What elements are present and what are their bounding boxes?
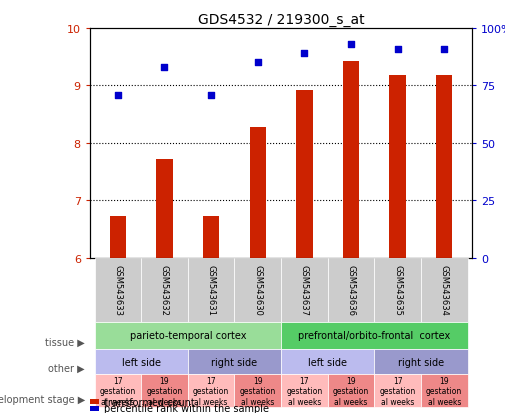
Bar	[110, 217, 126, 258]
Title: GDS4532 / 219300_s_at: GDS4532 / 219300_s_at	[198, 12, 364, 26]
Text: 17
gestation
al weeks: 17 gestation al weeks	[379, 376, 416, 406]
Text: 19
gestation
al weeks: 19 gestation al weeks	[239, 376, 276, 406]
Point	[161, 64, 169, 71]
Text: GSM543632: GSM543632	[160, 265, 169, 316]
Text: right side: right side	[212, 357, 258, 367]
Text: GSM543635: GSM543635	[393, 265, 402, 316]
Text: 19
gestation
al weeks: 19 gestation al weeks	[333, 376, 369, 406]
Text: GSM543636: GSM543636	[346, 265, 356, 316]
Text: percentile rank within the sample: percentile rank within the sample	[104, 404, 269, 413]
Text: GSM543633: GSM543633	[113, 265, 122, 316]
Text: GSM543631: GSM543631	[207, 265, 216, 316]
Point	[440, 46, 448, 53]
Text: 19
gestation
al weeks: 19 gestation al weeks	[426, 376, 463, 406]
Bar	[296, 91, 313, 258]
Text: GSM543630: GSM543630	[253, 265, 262, 316]
Bar	[343, 62, 359, 258]
Text: tissue ▶: tissue ▶	[45, 337, 85, 347]
Text: 19
gestation
al weeks: 19 gestation al weeks	[146, 376, 183, 406]
Text: prefrontal/orbito-frontal  cortex: prefrontal/orbito-frontal cortex	[298, 330, 450, 341]
Text: parieto-temporal cortex: parieto-temporal cortex	[130, 330, 246, 341]
Text: GSM543634: GSM543634	[440, 265, 449, 316]
Text: right side: right side	[398, 357, 444, 367]
Point	[393, 46, 401, 53]
Point	[300, 51, 309, 57]
Point	[254, 60, 262, 66]
Point	[207, 92, 215, 99]
Bar	[157, 159, 173, 258]
Text: 17
gestation
al weeks: 17 gestation al weeks	[193, 376, 229, 406]
Bar	[436, 76, 452, 258]
Text: 17
gestation
al weeks: 17 gestation al weeks	[286, 376, 323, 406]
Text: 17
gestation
al weeks: 17 gestation al weeks	[99, 376, 136, 406]
Text: other ▶: other ▶	[48, 363, 85, 373]
Point	[114, 92, 122, 99]
Text: left side: left side	[122, 357, 161, 367]
Text: development stage ▶: development stage ▶	[0, 394, 85, 404]
Point	[347, 42, 355, 48]
Bar	[389, 76, 406, 258]
Bar	[249, 128, 266, 258]
Bar	[203, 217, 219, 258]
Text: GSM543637: GSM543637	[300, 265, 309, 316]
Text: left side: left side	[308, 357, 347, 367]
Text: transformed count: transformed count	[104, 397, 195, 407]
